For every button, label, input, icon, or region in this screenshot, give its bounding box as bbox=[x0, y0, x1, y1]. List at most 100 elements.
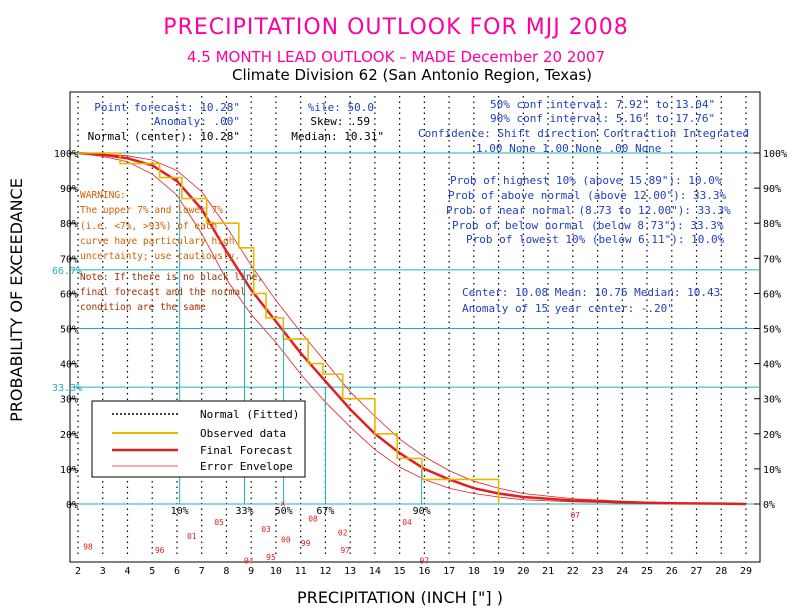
x-tick-label: 23 bbox=[592, 566, 604, 577]
year-label: 04 bbox=[402, 518, 412, 527]
plot-frame bbox=[69, 91, 761, 563]
year-label: 04 bbox=[244, 557, 254, 566]
y-tick-label-right: 0% bbox=[763, 500, 775, 511]
tercile-label: 66.7% bbox=[52, 266, 82, 277]
y-tick-label-right: 60% bbox=[763, 289, 781, 300]
x-tick-label: 12 bbox=[319, 566, 331, 577]
x-tick-label: 29 bbox=[740, 566, 752, 577]
y-tick-label-left: 20% bbox=[60, 430, 78, 441]
x-tick-label: 13 bbox=[344, 566, 356, 577]
year-label: 01 bbox=[187, 532, 197, 541]
point-forecast: Point forecast: 10.28" bbox=[94, 101, 240, 114]
anomaly-line: Anomaly of 15 year center: -.20" bbox=[462, 302, 674, 315]
x-tick-label: 22 bbox=[567, 566, 579, 577]
year-label: 98 bbox=[83, 543, 93, 552]
prob-below: Prob of below normal (below 8.73"): 33.3… bbox=[452, 219, 724, 232]
x-tick-label: 2 bbox=[75, 566, 81, 577]
prob-highest: Prob of highest 10% (above 15.89"): 10.0… bbox=[450, 174, 722, 187]
warning-line-1: WARNING: bbox=[80, 190, 126, 201]
year-label: 05 bbox=[214, 518, 224, 527]
year-label: 03 bbox=[261, 525, 271, 534]
warning-line-4: curve have particulary high bbox=[80, 236, 234, 247]
warning-line-3: (i.e. <7%, >93%) of each bbox=[80, 221, 217, 232]
y-tick-label-right: 40% bbox=[763, 360, 781, 371]
y-tick-label-right: 100% bbox=[763, 149, 787, 160]
conf-interval-90: 90% conf interval: 5.16" to 17.76" bbox=[490, 112, 715, 125]
y-tick-label-right: 70% bbox=[763, 254, 781, 265]
year-label: 07 bbox=[570, 511, 580, 520]
legend-observed-label: Observed data bbox=[200, 427, 286, 440]
note-line-3: condition are the same bbox=[80, 302, 206, 313]
warning-line-5: uncertainty; use cautiously. bbox=[80, 251, 240, 262]
y-tick-label-right: 50% bbox=[763, 325, 781, 336]
observed-data-line bbox=[78, 152, 500, 504]
x-tick-label: 27 bbox=[690, 566, 702, 577]
percentile-marker-label: 33% bbox=[235, 506, 253, 517]
x-tick-label: 16 bbox=[418, 566, 430, 577]
x-tick-label: 26 bbox=[666, 566, 678, 577]
x-axis-label: PRECIPITATION (INCH ["] ) bbox=[297, 588, 503, 607]
median: Median: 10.31" bbox=[291, 130, 384, 143]
y-tick-label-left: 0% bbox=[66, 500, 78, 511]
legend-envelope-label: Error Envelope bbox=[200, 460, 293, 473]
confidence-values: 1.00 None 1.00 None .00 None bbox=[476, 142, 661, 155]
y-tick-label-right: 10% bbox=[763, 465, 781, 476]
x-tick-label: 19 bbox=[493, 566, 505, 577]
year-label: 96 bbox=[155, 546, 165, 555]
y-tick-label-right: 90% bbox=[763, 184, 781, 195]
year-label: 08 bbox=[308, 515, 318, 524]
prob-near: Prob of near normal (8.73 to 12.00"): 33… bbox=[446, 204, 731, 217]
percentile-marker-label: 90% bbox=[413, 506, 431, 517]
y-tick-label-left: 70% bbox=[60, 254, 78, 265]
x-tick-label: 4 bbox=[124, 566, 130, 577]
legend-final-label: Final Forecast bbox=[200, 444, 293, 457]
warning-line-2: The upper 7% and lower 7% bbox=[80, 205, 223, 216]
y-tick-label-left: 30% bbox=[60, 395, 78, 406]
y-tick-label-left: 40% bbox=[60, 360, 78, 371]
skew: Skew: .59 bbox=[310, 115, 370, 128]
x-tick-label: 11 bbox=[295, 566, 307, 577]
percentile-marker-label: 50% bbox=[275, 506, 293, 517]
confidence-header: Confidence: Shift direction Contraction … bbox=[418, 127, 749, 140]
year-label: 97 bbox=[340, 546, 350, 555]
error-envelope-line bbox=[77, 152, 747, 505]
error-envelope-line bbox=[77, 152, 746, 505]
year-label: 95 bbox=[266, 553, 276, 562]
percentile-marker-label: 67% bbox=[316, 506, 334, 517]
y-tick-label-right: 80% bbox=[763, 219, 781, 230]
x-tick-label: 28 bbox=[715, 566, 727, 577]
y-tick-label-left: 50% bbox=[60, 325, 78, 336]
x-tick-label: 7 bbox=[199, 566, 205, 577]
y-tick-label-left: 90% bbox=[60, 184, 78, 195]
chart-region: Climate Division 62 (San Antonio Region,… bbox=[232, 66, 592, 84]
x-tick-label: 25 bbox=[641, 566, 653, 577]
legend-box bbox=[91, 400, 306, 478]
y-tick-label-right: 20% bbox=[763, 430, 781, 441]
conf-interval-50: 50% conf interval: 7.92" to 13.04" bbox=[490, 98, 715, 111]
y-tick-label-left: 100% bbox=[54, 149, 78, 160]
x-tick-label: 14 bbox=[369, 566, 381, 577]
legend: Normal (Fitted) Observed data Final Fore… bbox=[91, 400, 306, 478]
percentile-marker-label: 10% bbox=[171, 506, 189, 517]
y-tick-label-left: 60% bbox=[60, 289, 78, 300]
y-tick-label-right: 30% bbox=[763, 395, 781, 406]
x-tick-label: 15 bbox=[394, 566, 406, 577]
center-line: Center: 10.08 Mean: 10.76 Median: 10.43 bbox=[462, 286, 720, 299]
chart-subtitle: 4.5 MONTH LEAD OUTLOOK – MADE December 2… bbox=[187, 48, 605, 66]
x-tick-label: 20 bbox=[517, 566, 529, 577]
anomaly: Anomaly: .00" bbox=[154, 115, 240, 128]
x-tick-label: 10 bbox=[270, 566, 282, 577]
x-tick-label: 18 bbox=[468, 566, 480, 577]
x-tick-label: 9 bbox=[248, 566, 254, 577]
y-tick-label-left: 10% bbox=[60, 465, 78, 476]
note-line-1: Note: If there is no black line, bbox=[80, 272, 263, 283]
x-tick-label: 6 bbox=[174, 566, 180, 577]
year-label: 02 bbox=[338, 529, 348, 538]
legend-normal-label: Normal (Fitted) bbox=[200, 408, 299, 421]
note-line-2: final forecast and the normal bbox=[80, 287, 246, 298]
tercile-label: 33.3% bbox=[52, 383, 82, 394]
year-label: 97 bbox=[420, 557, 430, 566]
y-tick-label-left: 80% bbox=[60, 219, 78, 230]
year-label: 99 bbox=[301, 539, 311, 548]
